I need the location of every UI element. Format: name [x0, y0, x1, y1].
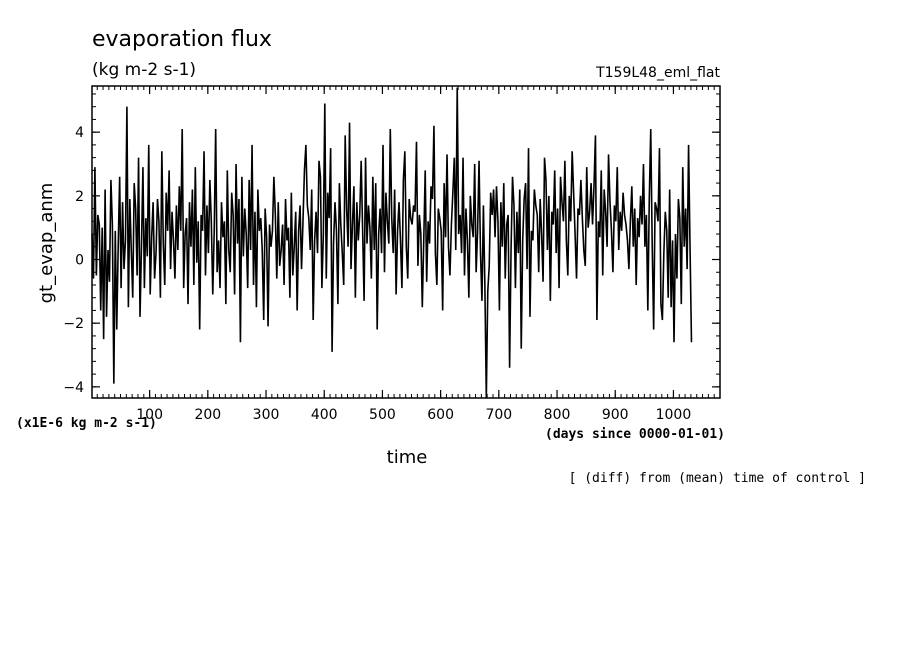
plot-frame	[91, 85, 721, 399]
x-tick-label: 700	[485, 407, 512, 423]
x-tick-label: 400	[311, 407, 338, 423]
y-axis-label: gt_evap_anm	[36, 183, 57, 304]
y-tick-label: 4	[75, 125, 84, 141]
x-axis-label: time	[387, 447, 428, 468]
chart-units: (kg m-2 s-1)	[92, 60, 196, 80]
x-tick-label: 300	[253, 407, 280, 423]
y-scale-note: (x1E-6 kg m-2 s-1)	[16, 416, 157, 431]
footer-note: [ (diff) from (mean) time of control ]	[569, 471, 866, 486]
x-tick-label: 900	[602, 407, 629, 423]
x-tick-label: 500	[369, 407, 396, 423]
x-axis-units: (days since 0000-01-01)	[545, 427, 725, 442]
y-tick-label: −2	[63, 316, 84, 332]
x-tick-label: 800	[544, 407, 571, 423]
x-tick-label: 600	[427, 407, 454, 423]
tick-labels: 100 200 300 400 500 600 700 800 900 1000 −4 −2 0 2 4	[63, 125, 691, 423]
run-label: T159L48_eml_flat	[595, 65, 720, 81]
x-tick-label: 1000	[656, 407, 692, 423]
y-tick-label: 2	[75, 189, 84, 205]
x-tick-label: 200	[194, 407, 221, 423]
chart-title: evaporation flux	[92, 27, 272, 52]
y-tick-label: −4	[63, 380, 84, 396]
series-line-gt-evap-anm	[91, 87, 693, 399]
y-tick-label: 0	[75, 253, 84, 269]
x-tick-label: 100	[136, 407, 163, 423]
